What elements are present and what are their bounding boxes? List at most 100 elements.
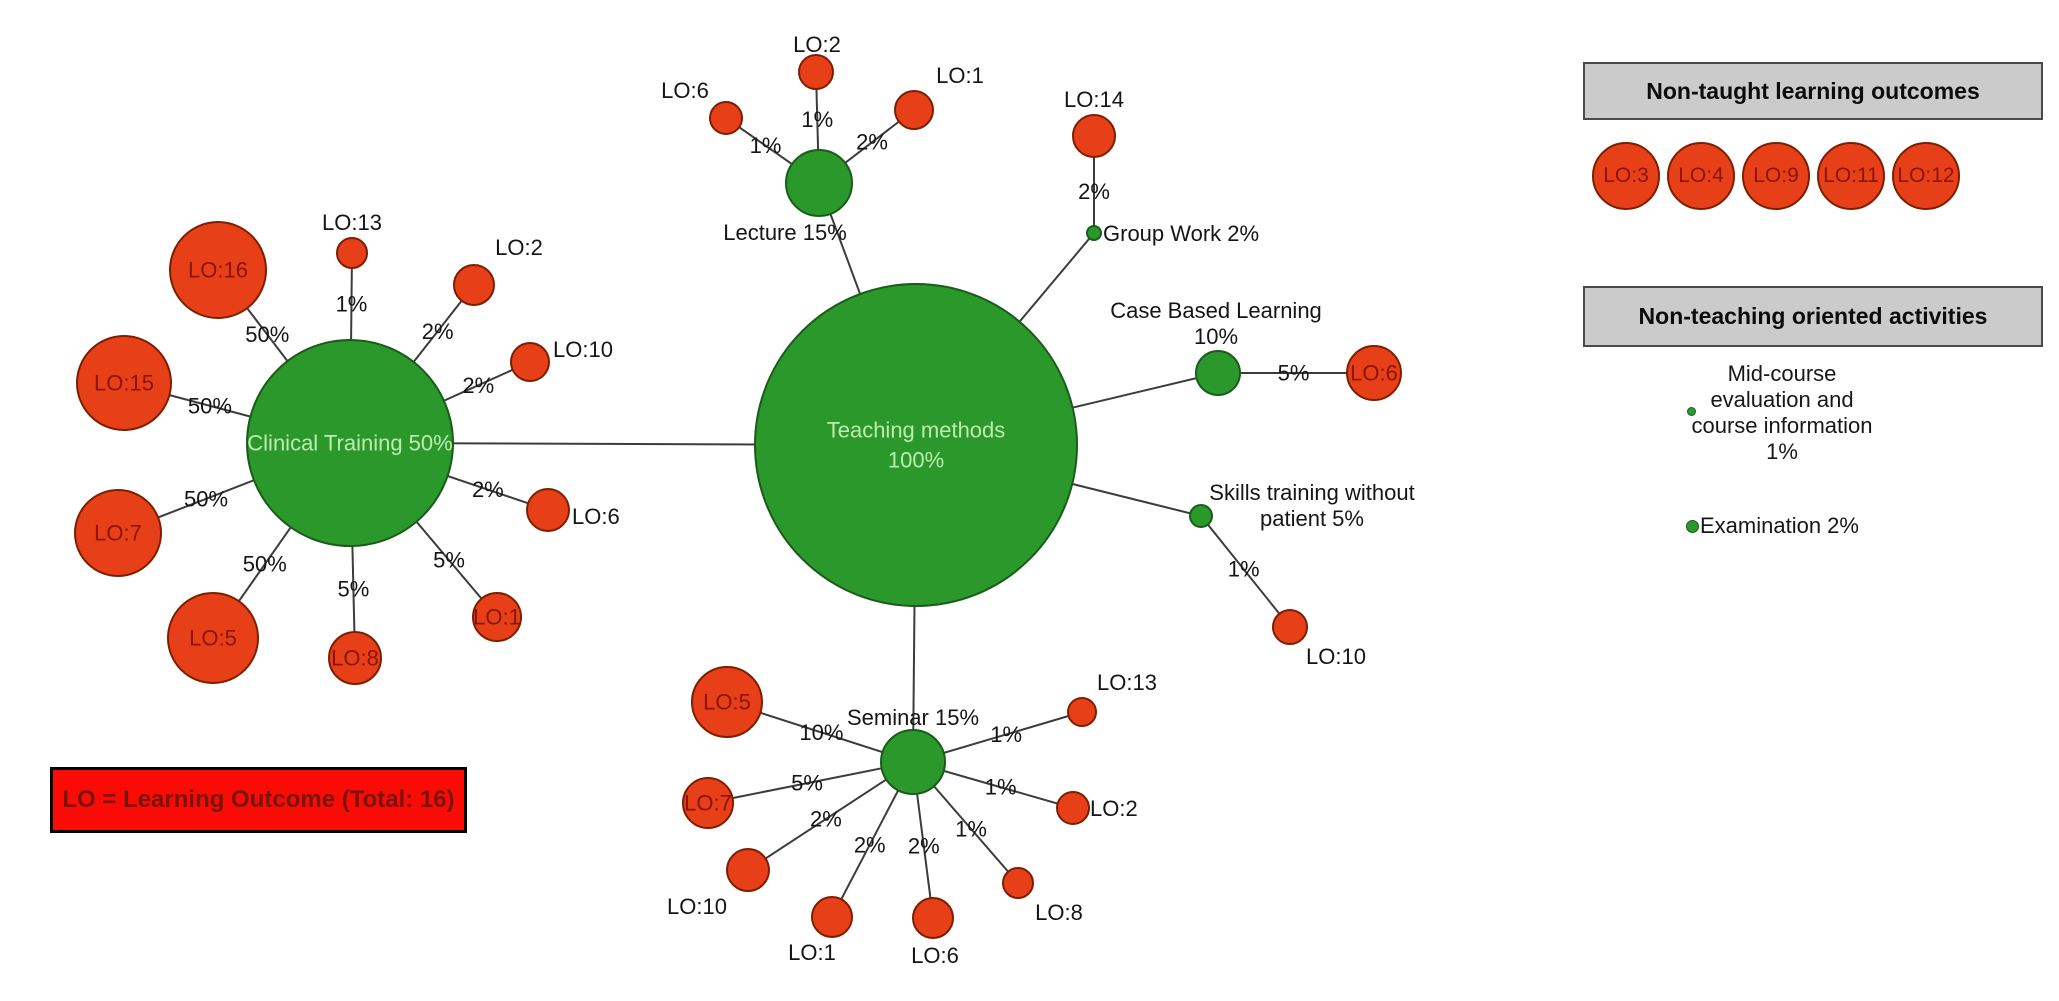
lo-node-lo1 xyxy=(894,90,934,130)
edge-percent-label: 10% xyxy=(799,720,843,745)
method-label-teaching: Teaching methods xyxy=(827,418,1006,443)
lo-node-lo15 xyxy=(76,335,172,431)
edge-percent-label: 5% xyxy=(337,576,369,601)
edge-percent-label: 2% xyxy=(422,319,454,344)
lo-node-lo7 xyxy=(682,777,734,829)
edge-percent-label: 2% xyxy=(810,807,842,832)
method-node-lecture xyxy=(785,149,853,217)
non-taught-lo-row: LO:3 LO:4 LO:9 LO:11 LO:12 xyxy=(1592,142,1960,210)
lo-label: LO:13 xyxy=(322,210,382,235)
lo-label: LO:13 xyxy=(1097,670,1157,695)
midcourse-label-line: 1% xyxy=(1766,439,1798,464)
non-taught-lo-circle: LO:4 xyxy=(1667,142,1735,210)
method-node-groupwork xyxy=(1086,225,1102,241)
method-label-teaching: 100% xyxy=(888,448,944,473)
lo-label: LO:10 xyxy=(667,894,727,919)
midcourse-label-line: course information xyxy=(1691,413,1873,438)
lo-label: LO:7 xyxy=(94,521,142,546)
lo-label: LO:10 xyxy=(553,337,613,362)
lo-node-lo14 xyxy=(1072,114,1116,158)
edge-percent-label: 1% xyxy=(985,775,1017,800)
lo-node-lo13 xyxy=(1067,697,1097,727)
lo-node-lo7 xyxy=(74,489,162,577)
edge-percent-label: 5% xyxy=(1278,361,1310,386)
lo-node-lo10 xyxy=(1272,609,1308,645)
edge-percent-label: 1% xyxy=(990,722,1022,747)
method-label-skills: Skills training without xyxy=(1209,480,1414,505)
lo-label: LO:7 xyxy=(684,791,732,816)
lo-label: LO:8 xyxy=(331,646,379,671)
lo-node-lo10 xyxy=(726,848,770,892)
lo-legend-box: LO = Learning Outcome (Total: 16) xyxy=(50,767,467,833)
lo-label: LO:2 xyxy=(495,235,543,260)
method-label-cbl: 10% xyxy=(1194,324,1238,349)
examination-item: Examination 2% xyxy=(1686,513,1859,539)
method-label-skills: patient 5% xyxy=(1260,506,1364,531)
lo-label: LO:16 xyxy=(188,258,248,283)
examination-dot xyxy=(1686,519,1699,533)
method-node-clinical xyxy=(246,339,454,547)
edge-percent-label: 50% xyxy=(245,322,289,347)
lo-label: LO:6 xyxy=(572,504,620,529)
examination-label: Examination 2% xyxy=(1700,513,1859,538)
lo-label: LO:6 xyxy=(661,78,709,103)
lo-label: LO:6 xyxy=(911,943,959,968)
lo-node-lo1 xyxy=(472,592,522,642)
method-label-cbl: Case Based Learning xyxy=(1110,298,1322,323)
method-label-clinical: Clinical Training 50% xyxy=(247,431,452,456)
lo-node-lo5 xyxy=(167,592,259,684)
edge-percent-label: 1% xyxy=(750,133,782,158)
lo-label: LO:8 xyxy=(1035,900,1083,925)
edge-percent-label: 5% xyxy=(791,771,823,796)
lo-node-lo2 xyxy=(1056,791,1090,825)
lo-label: LO:1 xyxy=(788,940,836,965)
edge-percent-label: 2% xyxy=(856,130,888,155)
edge-percent-label: 1% xyxy=(955,816,987,841)
edge-percent-label: 2% xyxy=(854,832,886,857)
lo-label: LO:1 xyxy=(473,605,521,630)
lo-node-lo13 xyxy=(336,237,368,269)
lo-label: LO:5 xyxy=(703,690,751,715)
edge-percent-label: 1% xyxy=(336,292,368,317)
lo-label: LO:10 xyxy=(1306,644,1366,669)
lo-node-lo2 xyxy=(798,54,834,90)
edge-percent-label: 1% xyxy=(801,107,833,132)
method-node-seminar xyxy=(880,729,946,795)
edge-skills-lo10 xyxy=(1200,515,1291,628)
method-node-teaching xyxy=(754,283,1078,607)
lo-label: LO:1 xyxy=(936,63,984,88)
non-taught-lo-circle: LO:12 xyxy=(1892,142,1960,210)
non-taught-lo-circle: LO:9 xyxy=(1742,142,1810,210)
lo-node-lo6 xyxy=(709,101,743,135)
edge-percent-label: 5% xyxy=(433,548,465,573)
midcourse-evaluation-dot xyxy=(1687,407,1696,416)
method-label-groupwork: Group Work 2% xyxy=(1103,221,1259,246)
midcourse-label-line: evaluation and xyxy=(1710,387,1854,412)
edge-percent-label: 50% xyxy=(243,552,287,577)
lo-node-lo2 xyxy=(453,264,495,306)
non-teaching-activities-header: Non-teaching oriented activities xyxy=(1583,286,2043,347)
lo-node-lo6 xyxy=(526,488,570,532)
lo-node-lo6 xyxy=(1346,345,1402,401)
lo-node-lo1 xyxy=(811,896,853,938)
edge-percent-label: 1% xyxy=(1228,557,1260,582)
lo-label: LO:14 xyxy=(1064,87,1124,112)
lo-node-lo5 xyxy=(691,666,763,738)
edge-percent-label: 50% xyxy=(184,486,228,511)
non-taught-lo-circle: LO:11 xyxy=(1817,142,1885,210)
midcourse-label-line: Mid-course xyxy=(1727,361,1837,386)
non-taught-learning-outcomes-header: Non-taught learning outcomes xyxy=(1583,62,2043,120)
lo-label: LO:5 xyxy=(189,626,237,651)
method-label-lecture: Lecture 15% xyxy=(723,220,847,245)
lo-node-lo16 xyxy=(169,221,267,319)
lo-label: LO:6 xyxy=(1350,361,1398,386)
lo-node-lo8 xyxy=(328,631,382,685)
edge-seminar-lo7 xyxy=(707,761,914,804)
lo-label: LO:2 xyxy=(793,32,841,57)
method-node-skills xyxy=(1189,504,1213,528)
lo-label: LO:15 xyxy=(94,371,154,396)
edge-percent-label: 50% xyxy=(188,393,232,418)
lo-node-lo6 xyxy=(912,897,954,939)
